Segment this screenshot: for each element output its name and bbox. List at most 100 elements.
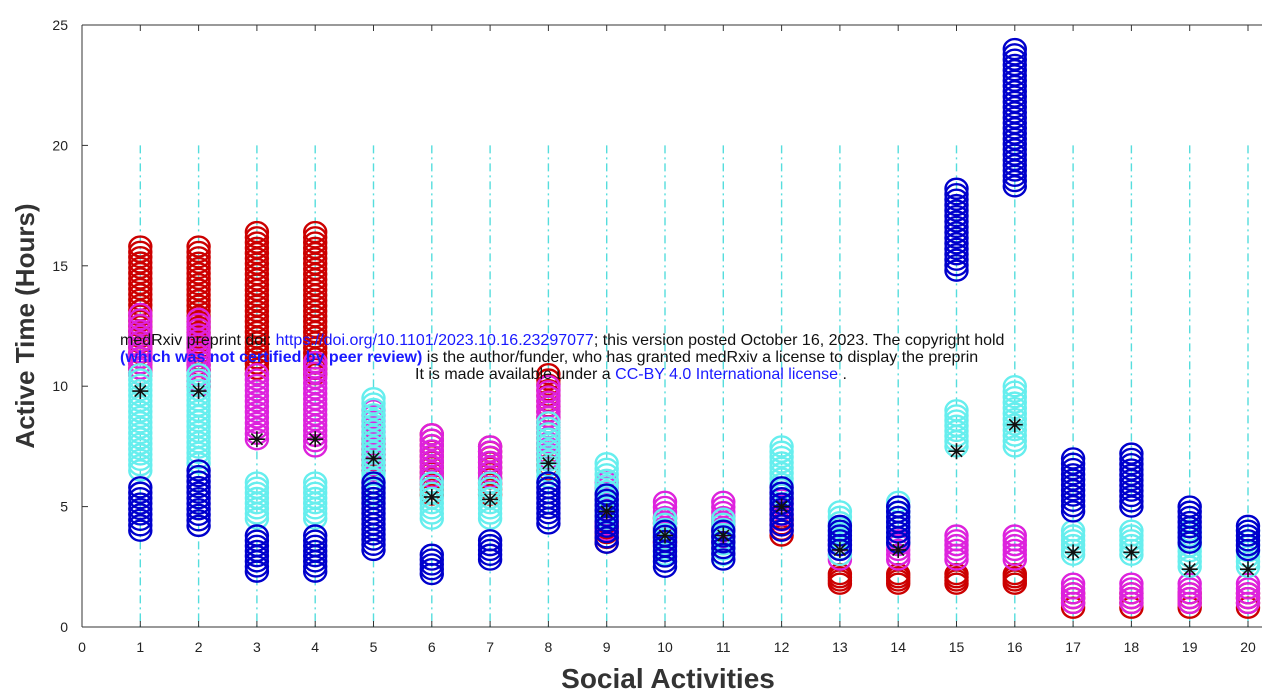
data-point-cyan <box>361 408 386 431</box>
data-point-magenta <box>128 335 153 358</box>
circle-stack-red-activity-16 <box>1002 562 1027 595</box>
data-point-blue <box>186 486 211 510</box>
data-point-red <box>128 256 153 280</box>
data-point-red <box>128 272 153 295</box>
data-point-red <box>536 368 561 391</box>
x-tick-label-5: 5 <box>370 639 378 655</box>
mean-marker-activity-10 <box>657 527 673 544</box>
asterisk-stroke <box>309 433 322 446</box>
data-point-blue <box>128 476 153 499</box>
mean-marker-activity-13 <box>831 541 848 558</box>
y-tick-label-5: 5 <box>60 499 68 515</box>
data-point-blue <box>186 503 211 526</box>
data-point-blue <box>944 232 969 255</box>
mean-marker-activity-12 <box>773 498 790 515</box>
asterisk-stroke <box>542 457 555 470</box>
mean-marker-activity-11 <box>715 527 732 544</box>
data-point-magenta <box>128 346 153 369</box>
data-point-blue <box>244 524 270 547</box>
data-point-cyan <box>594 457 619 480</box>
data-point-red <box>303 231 328 254</box>
data-point-magenta <box>652 500 678 524</box>
asterisk-stroke <box>1183 563 1196 576</box>
data-point-magenta <box>419 449 444 473</box>
data-point-blue <box>536 481 561 504</box>
mean-marker-activity-5 <box>365 450 382 467</box>
data-point-magenta <box>186 312 211 336</box>
data-point-blue <box>1177 510 1202 534</box>
circle-stack-blue-activity-4 <box>303 524 328 583</box>
x-tick-label-9: 9 <box>603 639 611 655</box>
mean-marker-activity-9 <box>598 503 615 520</box>
data-point-blue <box>1177 500 1202 523</box>
preprint-posted-text: ; this version posted October 16, 2023. … <box>593 332 1005 349</box>
data-point-blue <box>594 531 619 554</box>
data-point-blue <box>361 476 386 499</box>
data-point-blue <box>128 514 153 537</box>
license-link[interactable]: CC-BY 4.0 International license <box>615 366 839 383</box>
ticks: 0 1 2 3 4 5 6 7 8 9 10 11 12 13 14 15 16 17 18 19 2005101520… <box>52 17 1256 655</box>
data-point-blue <box>536 486 561 510</box>
data-point-blue <box>594 499 619 522</box>
data-point-cyan <box>128 448 153 471</box>
data-point-blue <box>652 524 678 548</box>
data-point-blue <box>477 529 503 552</box>
license-prefix-text: It is made available under a <box>415 366 616 383</box>
preprint-doi-link[interactable]: https://doi.org/10.1101/2023.10.16.23297… <box>275 332 594 349</box>
peer-review-note: (which was not certified by peer review) <box>120 349 423 366</box>
data-point-blue <box>944 215 969 239</box>
data-point-blue <box>711 548 736 571</box>
data-point-blue <box>769 514 794 537</box>
data-point-red <box>244 220 270 244</box>
circle-stack-magenta-activity-20 <box>1235 572 1261 615</box>
data-point-blue <box>944 210 969 233</box>
data-point-cyan <box>244 481 270 505</box>
x-tick-label-11: 11 <box>716 639 731 655</box>
data-point-cyan <box>477 486 503 510</box>
mean-marker-activity-14 <box>890 541 907 558</box>
asterisk-stroke <box>658 529 672 542</box>
asterisk-stroke <box>1241 563 1255 576</box>
data-point-magenta <box>128 302 153 326</box>
data-point-blue <box>944 253 969 277</box>
data-point-magenta <box>128 341 153 364</box>
data-point-cyan <box>944 404 969 427</box>
data-point-magenta <box>303 356 328 379</box>
data-point-blue <box>1177 505 1202 529</box>
data-point-blue <box>128 503 153 526</box>
data-point-magenta <box>711 500 736 524</box>
x-tick-label-0: 0 <box>78 639 86 655</box>
data-point-magenta <box>477 440 503 463</box>
data-point-red <box>186 251 211 274</box>
data-point-magenta <box>244 406 270 429</box>
data-point-blue <box>128 519 153 542</box>
circle-stack-magenta-activity-3 <box>244 362 270 451</box>
data-point-red <box>186 262 211 285</box>
data-point-red <box>186 278 211 301</box>
data-point-magenta <box>244 384 270 408</box>
data-point-blue <box>1002 37 1027 61</box>
data-point-blue <box>944 248 969 271</box>
data-point-magenta <box>303 350 328 374</box>
data-point-blue <box>886 495 911 518</box>
data-point-blue <box>1002 43 1027 66</box>
circle-stack-blue-activity-6 <box>419 543 444 586</box>
data-point-magenta <box>244 400 270 424</box>
data-point-red <box>186 240 211 264</box>
circle-stack-cyan-activity-16 <box>1002 375 1027 458</box>
mean-marker-activity-3 <box>248 431 265 448</box>
data-point-blue <box>186 514 211 538</box>
data-point-cyan <box>1002 435 1027 458</box>
circle-stack-blue-activity-20 <box>1235 514 1261 562</box>
data-point-blue <box>944 243 969 266</box>
data-point-cyan <box>1002 380 1027 403</box>
data-point-magenta <box>244 390 270 413</box>
x-tick-label-4: 4 <box>311 639 319 655</box>
data-point-blue <box>186 509 211 532</box>
data-point-cyan <box>361 397 386 421</box>
data-point-red <box>128 267 153 290</box>
data-point-blue <box>1060 452 1086 475</box>
data-point-blue <box>244 534 270 558</box>
asterisk-stroke <box>775 500 788 513</box>
preprint-notice-line-3: It is made available under a CC-BY 4.0 I… <box>0 366 1262 383</box>
